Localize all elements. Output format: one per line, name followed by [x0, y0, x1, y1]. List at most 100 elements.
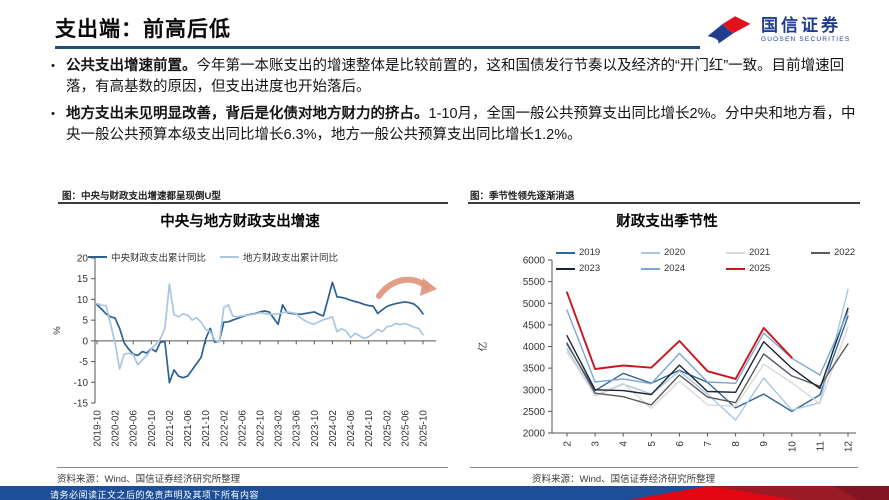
right-chart-title: 财政支出季节性: [616, 214, 718, 230]
bullet-2-text: 地方支出未见明显改善，背后是化债对地方财力的挤占。1-10月，全国一般公共预算支…: [66, 106, 856, 143]
svg-text:4500: 4500: [523, 320, 546, 331]
legend-label: 中央财政支出累计同比: [111, 253, 207, 264]
disclaimer-text: 请务必阅读正文之后的免责声明及其项下所有内容: [50, 490, 260, 500]
svg-text:2020-02: 2020-02: [111, 410, 122, 447]
svg-text:9: 9: [759, 441, 770, 447]
legend-label: 2022: [834, 247, 856, 258]
legend-item: 2025: [726, 263, 811, 274]
disclaimer-bar: 请务必阅读正文之后的免责声明及其项下所有内容: [0, 486, 889, 500]
legend-item: 2020: [641, 247, 726, 258]
svg-text:3: 3: [591, 441, 602, 447]
svg-text:2000: 2000: [523, 429, 546, 440]
svg-text:5: 5: [647, 441, 658, 447]
left-source-rule: [57, 467, 448, 468]
legend-item: 中央财政支出累计同比: [88, 250, 206, 264]
legend-swatch: [556, 251, 575, 254]
bullet-2: • 地方支出未见明显改善，背后是化债对地方财力的挤占。1-10月，全国一般公共预…: [40, 104, 862, 146]
bullet-marker: •: [51, 60, 55, 72]
title-underline: [55, 46, 700, 49]
svg-text:11: 11: [815, 441, 826, 452]
right-chart-legend: 2019 2020 2021 2022 2023 2024 2025: [556, 247, 889, 274]
svg-text:6000: 6000: [523, 256, 546, 267]
bullet-1-text: 公共支出增速前置。今年第一本账支出的增速整体是比较前置的，这和国债发行节奏以及经…: [66, 58, 845, 95]
svg-text:2021-02: 2021-02: [165, 410, 176, 447]
svg-text:-15: -15: [74, 399, 89, 410]
legend-swatch: [556, 267, 575, 270]
legend-swatch: [726, 267, 745, 270]
svg-text:-10: -10: [74, 378, 89, 389]
svg-text:2500: 2500: [523, 407, 546, 418]
svg-text:6: 6: [675, 441, 686, 447]
guosen-logo: 国信证券 GUOSEN SECURITIES: [706, 14, 850, 46]
svg-text:亿: 亿: [477, 342, 489, 352]
svg-text:4: 4: [619, 441, 630, 447]
svg-text:2019-10: 2019-10: [93, 410, 104, 447]
right-source-rule: [470, 467, 858, 468]
page-title: 支出端：前高后低: [55, 18, 231, 41]
legend-swatch: [220, 256, 240, 258]
left-figure-caption: 图：中央与财政支出增速都呈现倒U型: [62, 191, 221, 202]
svg-text:4000: 4000: [523, 342, 546, 353]
svg-text:2: 2: [563, 441, 574, 447]
svg-text:0: 0: [82, 336, 88, 347]
svg-text:3000: 3000: [523, 385, 546, 396]
central-local-expenditure-chart: 20 15 10 5 0 -5 -10 -15 2019-10 2020-02 2020-06 202…: [52, 254, 437, 447]
svg-text:2022-06: 2022-06: [237, 410, 248, 447]
legend-item: 2021: [726, 247, 811, 258]
svg-text:2025-06: 2025-06: [400, 410, 411, 447]
svg-text:2020-06: 2020-06: [129, 410, 140, 447]
svg-text:8: 8: [731, 441, 742, 447]
svg-text:2025-02: 2025-02: [382, 410, 393, 447]
legend-swatch: [726, 251, 745, 254]
right-caption-rule: [468, 202, 860, 204]
svg-text:2023-02: 2023-02: [274, 410, 285, 447]
svg-text:10: 10: [77, 295, 89, 306]
svg-text:12: 12: [844, 441, 855, 453]
legend-swatch: [88, 256, 107, 258]
svg-text:3500: 3500: [523, 364, 546, 375]
legend-swatch: [811, 251, 830, 254]
svg-text:2024-02: 2024-02: [328, 410, 339, 447]
svg-text:7: 7: [703, 441, 714, 447]
legend-label: 2023: [579, 263, 601, 274]
guosen-logo-text: 国信证券 GUOSEN SECURITIES: [761, 16, 850, 44]
legend-item: 2019: [556, 247, 641, 258]
svg-text:15: 15: [77, 274, 89, 285]
legend-item: 地方财政支出累计同比: [220, 250, 338, 264]
legend-swatch: [641, 267, 660, 270]
left-figure-source: 资料来源：Wind、国信证券经济研究所整理: [57, 474, 241, 485]
svg-text:2022-10: 2022-10: [256, 410, 267, 447]
legend-item: 2024: [641, 263, 726, 274]
legend-label: 2024: [664, 263, 686, 274]
right-figure-caption: 图：季节性领先逐渐消退: [470, 191, 575, 202]
logo-name-en: GUOSEN SECURITIES: [761, 36, 851, 43]
svg-text:2021-06: 2021-06: [183, 410, 194, 447]
svg-text:20: 20: [77, 254, 89, 265]
bullet-1: • 公共支出增速前置。今年第一本账支出的增速整体是比较前置的，这和国债发行节奏以…: [40, 56, 862, 98]
svg-text:2021-10: 2021-10: [201, 410, 212, 447]
svg-text:5500: 5500: [523, 277, 546, 288]
bullet-marker: •: [51, 108, 55, 120]
svg-text:2024-06: 2024-06: [346, 410, 357, 447]
svg-text:2022-02: 2022-02: [219, 410, 230, 447]
svg-text:2023-06: 2023-06: [292, 410, 303, 447]
logo-name-cn: 国信证券: [761, 16, 841, 35]
legend-label: 2025: [749, 263, 771, 274]
svg-text:2020-10: 2020-10: [147, 410, 158, 447]
left-chart-legend: 中央财政支出累计同比 地方财政支出累计同比: [88, 250, 338, 264]
left-chart-title: 中央与地方财政支出增速: [160, 214, 320, 230]
left-caption-rule: [58, 202, 448, 204]
svg-text:2024-10: 2024-10: [364, 410, 375, 447]
legend-item: 2022: [811, 247, 889, 258]
svg-text:5000: 5000: [523, 299, 546, 310]
guosen-logo-icon: [707, 16, 751, 44]
legend-swatch: [641, 251, 660, 254]
legend-label: 2021: [749, 247, 771, 258]
svg-text:%: %: [52, 326, 63, 335]
legend-label: 2019: [579, 247, 601, 258]
svg-text:10: 10: [787, 441, 798, 453]
svg-text:2023-10: 2023-10: [310, 410, 321, 447]
svg-text:2025-10: 2025-10: [419, 410, 430, 447]
legend-label: 2020: [664, 247, 686, 258]
